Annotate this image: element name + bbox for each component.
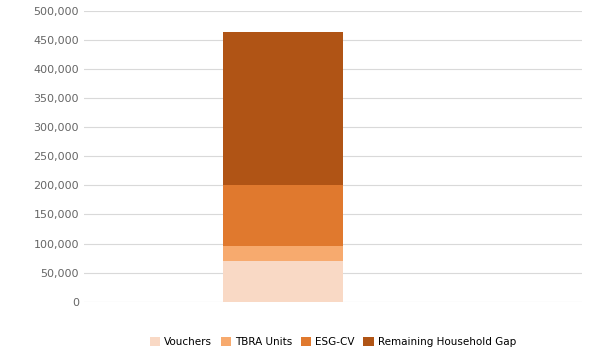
Bar [223,185,343,246]
Legend: Vouchers, TBRA Units, ESG-CV, Remaining Household Gap: Vouchers, TBRA Units, ESG-CV, Remaining … [148,335,518,349]
Bar [223,246,343,261]
Bar [223,261,343,302]
Bar [223,32,343,185]
